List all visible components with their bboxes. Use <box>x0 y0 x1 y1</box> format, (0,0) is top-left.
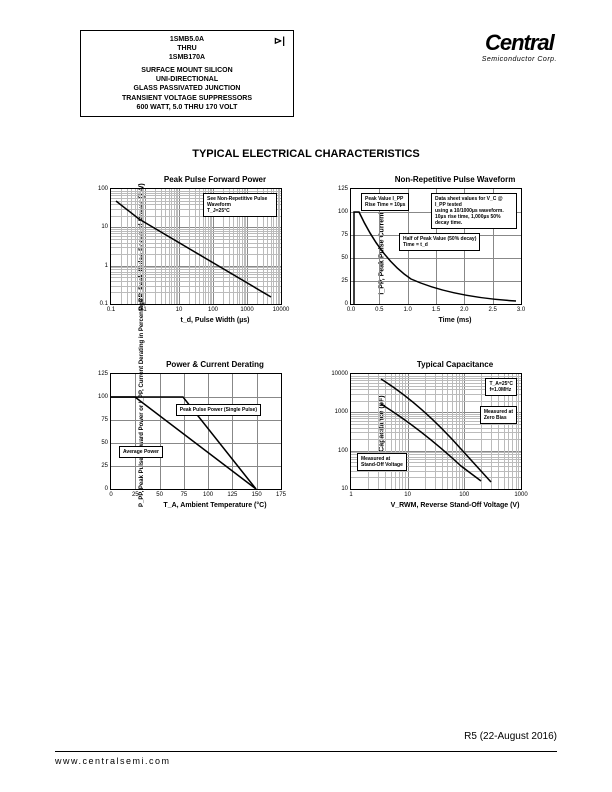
chart3-ylabel: P_PP, Peak Pulse Forward Power or I_PP, … <box>139 357 145 507</box>
chart4-note-zero: Measured at Zero Bias <box>480 406 517 424</box>
chart4-note-cond: T_A=25°C f=1.0MHz <box>485 378 517 396</box>
desc-line2: UNI-DIRECTIONAL <box>87 75 287 84</box>
chart3-curves <box>111 374 281 489</box>
chart-pulse-waveform: Non-Repetitive Pulse Waveform I_PP, Peak… <box>350 175 560 324</box>
chart2-plot: I_PP, Peak Pulse Current (%) Peak Value … <box>350 188 522 305</box>
logo-sub: Semiconductor Corp. <box>482 56 557 63</box>
footer-divider <box>55 751 557 752</box>
chart4-note-standoff: Measured at Stand-Off Voltage <box>357 453 407 471</box>
revision-text: R5 (22-August 2016) <box>464 731 557 742</box>
chart4-plot: C_J, Capacitance (pF) T_A=25°C f=1.0MHz … <box>350 373 522 490</box>
chart3-note-peak: Peak Pulse Power (Single Pulse) <box>176 404 261 416</box>
part-line3: 1SMB170A <box>87 53 287 62</box>
chart1-note: See Non-Repetitive Pulse Waveform T_J=25… <box>203 193 277 217</box>
part-line1: 1SMB5.0A <box>87 35 287 44</box>
chart-capacitance: Typical Capacitance C_J, Capacitance (pF… <box>350 360 560 509</box>
chart1-plot: P_PP, Peak Pulse Forward Power (kW) See … <box>110 188 282 305</box>
part-header-box: ⊳| 1SMB5.0A THRU 1SMB170A SURFACE MOUNT … <box>80 30 294 117</box>
chart-derating: Power & Current Derating P_PP, Peak Puls… <box>110 360 320 509</box>
desc-line5: 600 WATT, 5.0 THRU 170 VOLT <box>87 103 287 112</box>
diode-symbol-icon: ⊳| <box>274 35 285 48</box>
company-logo: Central Semiconductor Corp. <box>482 30 557 63</box>
chart2-note-half: Half of Peak Value (50% decay) Time = t_… <box>399 233 480 251</box>
logo-main: Central <box>482 30 557 56</box>
footer-url: www.centralsemi.com <box>55 756 171 766</box>
chart3-note-avg: Average Power <box>119 446 163 458</box>
part-line2: THRU <box>87 44 287 53</box>
desc-line4: TRANSIENT VOLTAGE SUPPRESSORS <box>87 94 287 103</box>
chart2-note-peak: Peak Value I_PP Rise Time = 10µs <box>361 193 409 211</box>
desc-line3: GLASS PASSIVATED JUNCTION <box>87 84 287 93</box>
chart3-plot: P_PP, Peak Pulse Forward Power or I_PP, … <box>110 373 282 490</box>
section-title: TYPICAL ELECTRICAL CHARACTERISTICS <box>0 148 612 160</box>
chart2-note-data: Data sheet values for V_C @ I_PP tested … <box>431 193 517 229</box>
desc-line1: SURFACE MOUNT SILICON <box>87 66 287 75</box>
